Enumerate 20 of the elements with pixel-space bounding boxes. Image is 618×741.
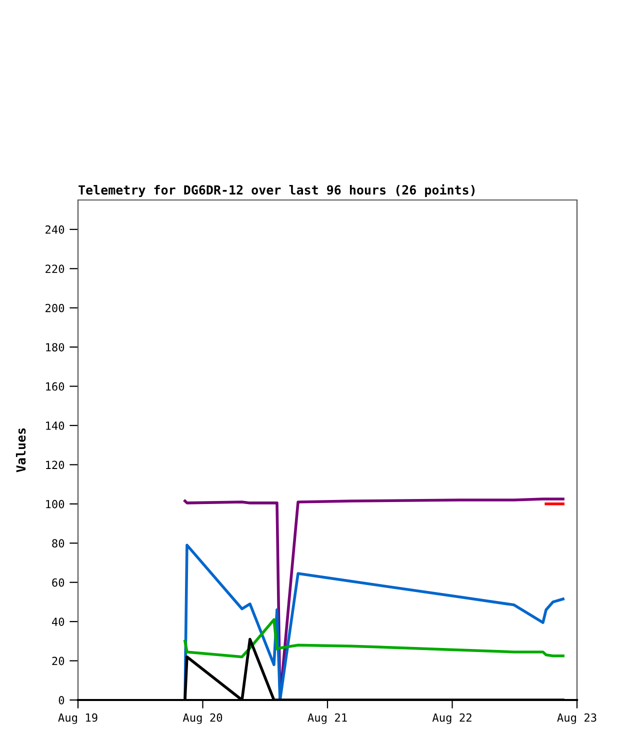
y-tick-label: 140 <box>46 421 64 430</box>
y-tick-label: 180 <box>46 343 64 352</box>
y-tick-label: 220 <box>46 264 64 274</box>
x-tick-label: Aug 19 <box>58 713 98 724</box>
chart-title: Telemetry for DG6DR-12 over last 96 hours (26 points) <box>78 184 475 198</box>
y-tick-label: 80 <box>52 539 64 548</box>
y-tick-label: 20 <box>52 656 64 666</box>
x-tick-label: Aug 20 <box>182 713 222 724</box>
y-tick-label: 0 <box>58 696 64 704</box>
y-tick-label: 40 <box>52 618 64 626</box>
x-tick-label: Aug 22 <box>432 713 472 724</box>
x-tick-label: Aug 21 <box>308 713 347 724</box>
y-tick-label: 200 <box>46 304 64 312</box>
y-tick-label: 60 <box>52 578 64 587</box>
y-axis-title: Values <box>16 428 26 472</box>
y-tick-label: 160 <box>46 382 64 391</box>
y-tick-label: 240 <box>46 225 64 234</box>
y-tick-label: 120 <box>46 460 64 470</box>
x-tick-label: Aug 23 <box>557 713 596 724</box>
y-tick-label: 100 <box>46 500 64 508</box>
